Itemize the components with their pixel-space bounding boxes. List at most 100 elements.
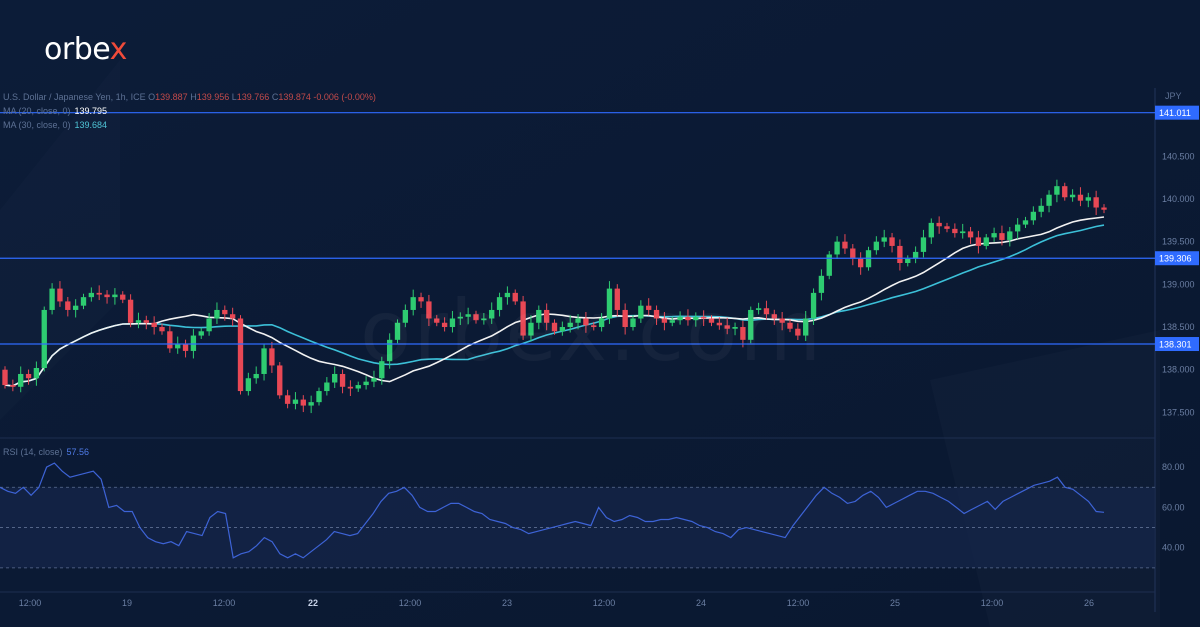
time-axis[interactable]: 12:00 19 12:00 22 12:00 23 12:00 24 12:00 25 12:00…	[19, 598, 1094, 608]
candle	[1062, 182, 1068, 201]
candle	[983, 233, 989, 250]
candle	[543, 303, 550, 331]
candle-body	[873, 241, 880, 251]
candle	[1030, 206, 1037, 225]
candle-body	[481, 318, 487, 321]
level-label: 139.306	[1159, 254, 1192, 264]
ohlc-l-label: L	[231, 92, 237, 102]
candle	[920, 229, 927, 258]
candle-body	[355, 385, 361, 389]
y-tick-label: 139.000	[1162, 279, 1195, 289]
candle-body	[614, 288, 620, 310]
candle	[873, 236, 880, 255]
candle-body	[120, 294, 126, 300]
watermark: orbex.com	[360, 282, 823, 380]
currency-label: JPY	[1165, 91, 1182, 101]
candle-body	[732, 327, 738, 329]
candle-body	[559, 327, 566, 332]
candle	[496, 292, 503, 317]
candle-body	[214, 309, 220, 319]
candle-body	[135, 320, 142, 323]
ma20-value: 139.795	[74, 106, 108, 116]
y-tick-label: 137.500	[1162, 407, 1195, 417]
candle	[402, 304, 409, 328]
candle	[622, 303, 628, 335]
candle-body	[983, 237, 989, 246]
candle	[661, 312, 668, 331]
candle-body	[1030, 211, 1037, 221]
candle-body	[237, 318, 244, 392]
candle	[379, 356, 385, 385]
candle-body	[826, 254, 832, 276]
candle	[214, 302, 220, 324]
candle-body	[928, 222, 934, 238]
x-tick-label: 12:00	[399, 598, 422, 608]
rsi-tick-label: 60.00	[1162, 502, 1185, 512]
candle-body	[269, 348, 275, 366]
candle-body	[912, 251, 919, 259]
ma20-legend[interactable]: MA (20, close, 0) 139.795	[3, 106, 107, 116]
candle	[944, 222, 950, 233]
candle	[646, 298, 652, 316]
candle-body	[300, 399, 306, 406]
candle	[300, 395, 306, 413]
candle-body	[379, 361, 385, 379]
candle	[88, 287, 95, 302]
candle-body	[465, 314, 471, 317]
candle-body	[622, 309, 628, 328]
candle-body	[332, 373, 338, 383]
candle	[355, 381, 361, 392]
logo-prefix: orbe	[44, 32, 110, 67]
x-tick-label: 12:00	[19, 598, 42, 608]
candle	[120, 291, 126, 304]
candle	[347, 380, 354, 396]
candle	[826, 251, 832, 280]
candle-body	[960, 231, 966, 234]
level-label-box	[1155, 251, 1199, 266]
candle	[803, 310, 809, 342]
candle-body	[1069, 194, 1076, 198]
candle-body	[512, 292, 518, 302]
y-tick-label: 139.500	[1162, 237, 1195, 247]
candle-body	[57, 288, 63, 302]
candle	[127, 294, 134, 328]
candle	[269, 341, 275, 373]
candle	[198, 327, 204, 339]
candle	[897, 239, 903, 271]
candle	[473, 310, 479, 324]
candle	[677, 311, 683, 325]
candle-body	[410, 297, 416, 310]
ma20-label: MA (20, close, 0)	[3, 106, 71, 116]
candle	[975, 230, 982, 254]
candle	[755, 302, 762, 315]
candle	[810, 288, 817, 325]
candle-body	[159, 327, 165, 332]
candle-body	[889, 237, 895, 246]
candle-body	[1038, 205, 1044, 212]
candle-body	[96, 292, 102, 295]
candle	[465, 307, 471, 325]
rsi-legend[interactable]: RSI (14, close) 57.56	[3, 447, 89, 457]
candle	[724, 317, 730, 335]
candle	[693, 312, 699, 327]
candle-body	[222, 309, 228, 315]
candle	[2, 366, 8, 389]
symbol-legend[interactable]: U.S. Dollar / Japanese Yen, 1h, ICE O139…	[3, 92, 376, 102]
ma30-legend[interactable]: MA (30, close, 0) 139.684	[3, 120, 107, 130]
candle-body	[763, 308, 770, 315]
candle-body	[127, 299, 134, 323]
candle-body	[771, 314, 777, 319]
candle-body	[386, 339, 393, 362]
price-axis[interactable]: 137.500 138.000 138.500 139.000 139.500 140.0…	[1162, 151, 1195, 417]
candle-body	[65, 301, 71, 310]
candle-body	[818, 275, 825, 293]
candle-body	[598, 318, 605, 328]
candle-body	[606, 288, 613, 319]
candle-body	[80, 297, 87, 306]
orbex-logo: orbex	[44, 32, 127, 67]
candle	[104, 290, 110, 304]
candle	[700, 310, 707, 326]
rsi-label: RSI (14, close)	[3, 447, 63, 457]
candle	[748, 306, 754, 344]
